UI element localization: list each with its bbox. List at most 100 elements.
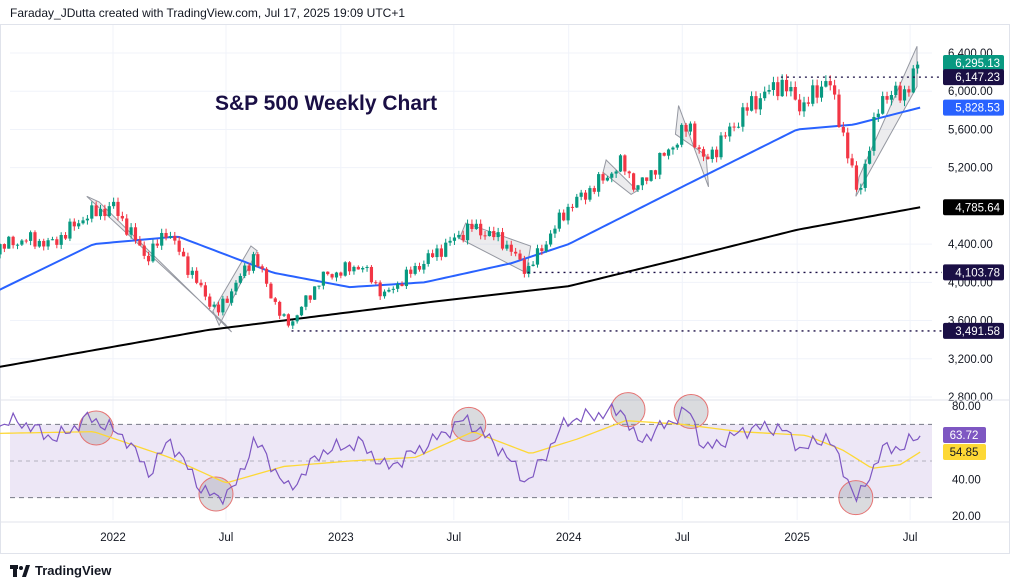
candle-body xyxy=(256,254,260,267)
candle-body xyxy=(688,123,693,132)
candle-body xyxy=(841,126,845,133)
candle-body xyxy=(334,272,339,278)
candle-body xyxy=(11,236,15,246)
candle-body xyxy=(112,201,116,207)
candles xyxy=(0,61,920,330)
candle-body xyxy=(286,314,291,326)
candle-body xyxy=(776,82,780,97)
candle-body xyxy=(640,177,644,186)
footer-brand: TradingView xyxy=(10,563,111,578)
candle-body xyxy=(666,149,671,156)
channel-drawing xyxy=(458,222,532,274)
candle-body xyxy=(7,236,11,249)
candle-body xyxy=(55,239,59,245)
candle-body xyxy=(618,155,623,172)
price-label-badge: 3,491.58 xyxy=(943,322,1004,339)
candle-body xyxy=(269,283,273,299)
candle-body xyxy=(653,170,658,175)
candle-body xyxy=(199,282,203,286)
candle-body xyxy=(400,284,404,287)
candle-body xyxy=(212,304,216,307)
candle-body xyxy=(374,282,378,284)
candle-body xyxy=(570,206,575,208)
candle-body xyxy=(317,285,321,287)
candle-body xyxy=(457,234,461,238)
candle-body xyxy=(894,85,898,96)
candle-body xyxy=(326,271,330,275)
price-label-bg xyxy=(943,199,1004,216)
candle-body xyxy=(90,205,94,219)
rsi-value-badge: 54.85 xyxy=(943,444,986,460)
candle-body xyxy=(94,205,98,217)
candle-body xyxy=(195,270,199,283)
candle-body xyxy=(63,235,68,239)
candle-body xyxy=(33,232,37,247)
price-label-badge: 4,785.64 xyxy=(943,199,1004,216)
candle-body xyxy=(863,163,867,188)
candle-body xyxy=(422,263,426,270)
candle-body xyxy=(898,85,902,101)
candle-body xyxy=(291,321,295,326)
y-tick-label: 4,400.00 xyxy=(948,239,993,251)
candle-body xyxy=(413,265,417,274)
candle-body xyxy=(496,232,500,238)
ma-slow-line xyxy=(0,206,921,368)
candle-body xyxy=(819,86,824,98)
candle-body xyxy=(828,81,832,86)
candle-body xyxy=(435,248,439,258)
candle-body xyxy=(361,267,365,270)
x-tick-label: 2025 xyxy=(784,532,810,544)
candle-body xyxy=(605,177,609,181)
y-tick-label: 5,200.00 xyxy=(948,163,993,175)
price-label-bg xyxy=(943,99,1004,116)
candle-body xyxy=(308,295,312,300)
candle-body xyxy=(103,208,107,217)
candle-body xyxy=(872,116,876,151)
candle-body xyxy=(806,102,810,104)
price-label-badge: 6,147.23 xyxy=(943,69,1004,86)
candle-body xyxy=(68,221,72,239)
price-label-badge: 5,828.53 xyxy=(943,99,1004,116)
candle-body xyxy=(465,223,470,241)
candle-body xyxy=(749,96,754,111)
rsi-highlight-circle xyxy=(673,394,709,429)
x-tick-label: Jul xyxy=(219,532,234,544)
candle-body xyxy=(780,79,784,97)
price-label-badge: 6,295.13 xyxy=(943,55,1004,72)
rsi-label-bg xyxy=(943,444,986,460)
candle-body xyxy=(417,265,422,270)
candle-body xyxy=(142,245,146,256)
candle-body xyxy=(186,256,190,275)
price-label-bg xyxy=(943,264,1004,281)
ma-fast-line xyxy=(0,106,921,291)
candle-body xyxy=(339,272,343,276)
candle-body xyxy=(50,239,55,241)
candle-body xyxy=(347,262,352,272)
candle-body xyxy=(225,298,229,303)
candle-body xyxy=(483,235,487,237)
candle-body xyxy=(579,192,583,197)
tradingview-brand: TradingView xyxy=(35,563,112,578)
x-tick-label: 2022 xyxy=(100,532,126,544)
candle-body xyxy=(798,99,802,112)
rsi-label-text: 63.72 xyxy=(950,430,979,442)
candle-body xyxy=(671,147,675,150)
candle-body xyxy=(697,147,701,150)
candle-body xyxy=(98,208,103,217)
candle-body xyxy=(784,79,789,92)
candle-body xyxy=(741,107,745,127)
candle-body xyxy=(77,223,81,227)
candle-body xyxy=(723,135,727,137)
candle-body xyxy=(46,240,50,247)
y-tick-label: 2,800.00 xyxy=(948,392,993,404)
candle-body xyxy=(29,232,33,241)
candle-body xyxy=(548,233,553,245)
x-tick-label: Jul xyxy=(675,532,690,544)
price-label-text: 5,828.53 xyxy=(955,103,1000,115)
candle-body xyxy=(365,266,369,268)
candle-body xyxy=(802,102,806,112)
candle-body xyxy=(531,264,535,267)
candle-body xyxy=(710,149,714,160)
